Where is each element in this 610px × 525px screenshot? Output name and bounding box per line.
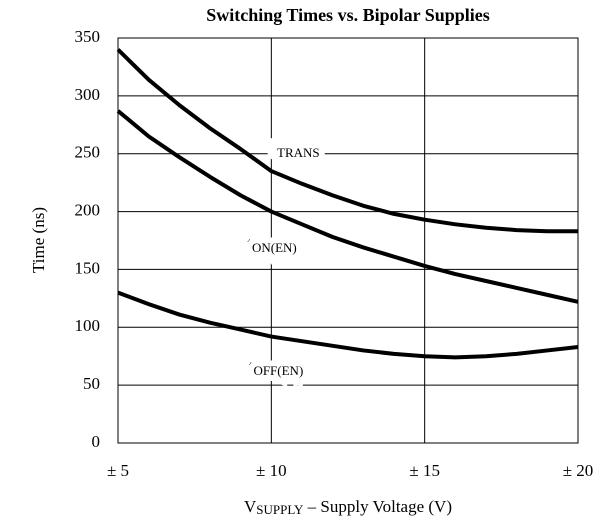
- y-tick-label: 200: [75, 200, 101, 219]
- y-tick-label: 0: [92, 432, 101, 451]
- x-label-text: – Supply Voltage (V): [303, 497, 452, 516]
- y-tick-label: 150: [75, 258, 101, 277]
- y-tick-label: 350: [75, 27, 101, 46]
- x-tick-label: ± 15: [409, 461, 440, 480]
- x-tick-label: ± 20: [563, 461, 594, 480]
- y-tick-label: 100: [75, 316, 101, 335]
- series-label-sub: ON(EN): [252, 240, 297, 255]
- y-tick-label: 50: [83, 374, 100, 393]
- series-label: tOFF(EN): [249, 357, 304, 378]
- y-axis-label: Time (ns): [29, 207, 48, 273]
- y-tick-label: 300: [75, 85, 101, 104]
- x-tick-label: ± 5: [107, 461, 129, 480]
- x-tick-label: ± 10: [256, 461, 287, 480]
- series-label: tON(EN): [247, 234, 297, 255]
- chart-title: Switching Times vs. Bipolar Supplies: [206, 5, 490, 25]
- series-line: [116, 109, 579, 304]
- series-label-sub: TRANS: [277, 145, 320, 160]
- x-label-subscript: SUPPLY: [256, 502, 304, 517]
- series-label-sub: OFF(EN): [253, 363, 303, 378]
- x-axis-label: VSUPPLY – Supply Voltage (V): [244, 497, 452, 517]
- x-label-symbol: V: [244, 497, 257, 516]
- series-line: [117, 290, 579, 360]
- y-tick-label: 250: [75, 143, 101, 162]
- series-line: [116, 48, 578, 234]
- series-label: tTRANS: [272, 139, 319, 160]
- plot-frame: [117, 37, 579, 444]
